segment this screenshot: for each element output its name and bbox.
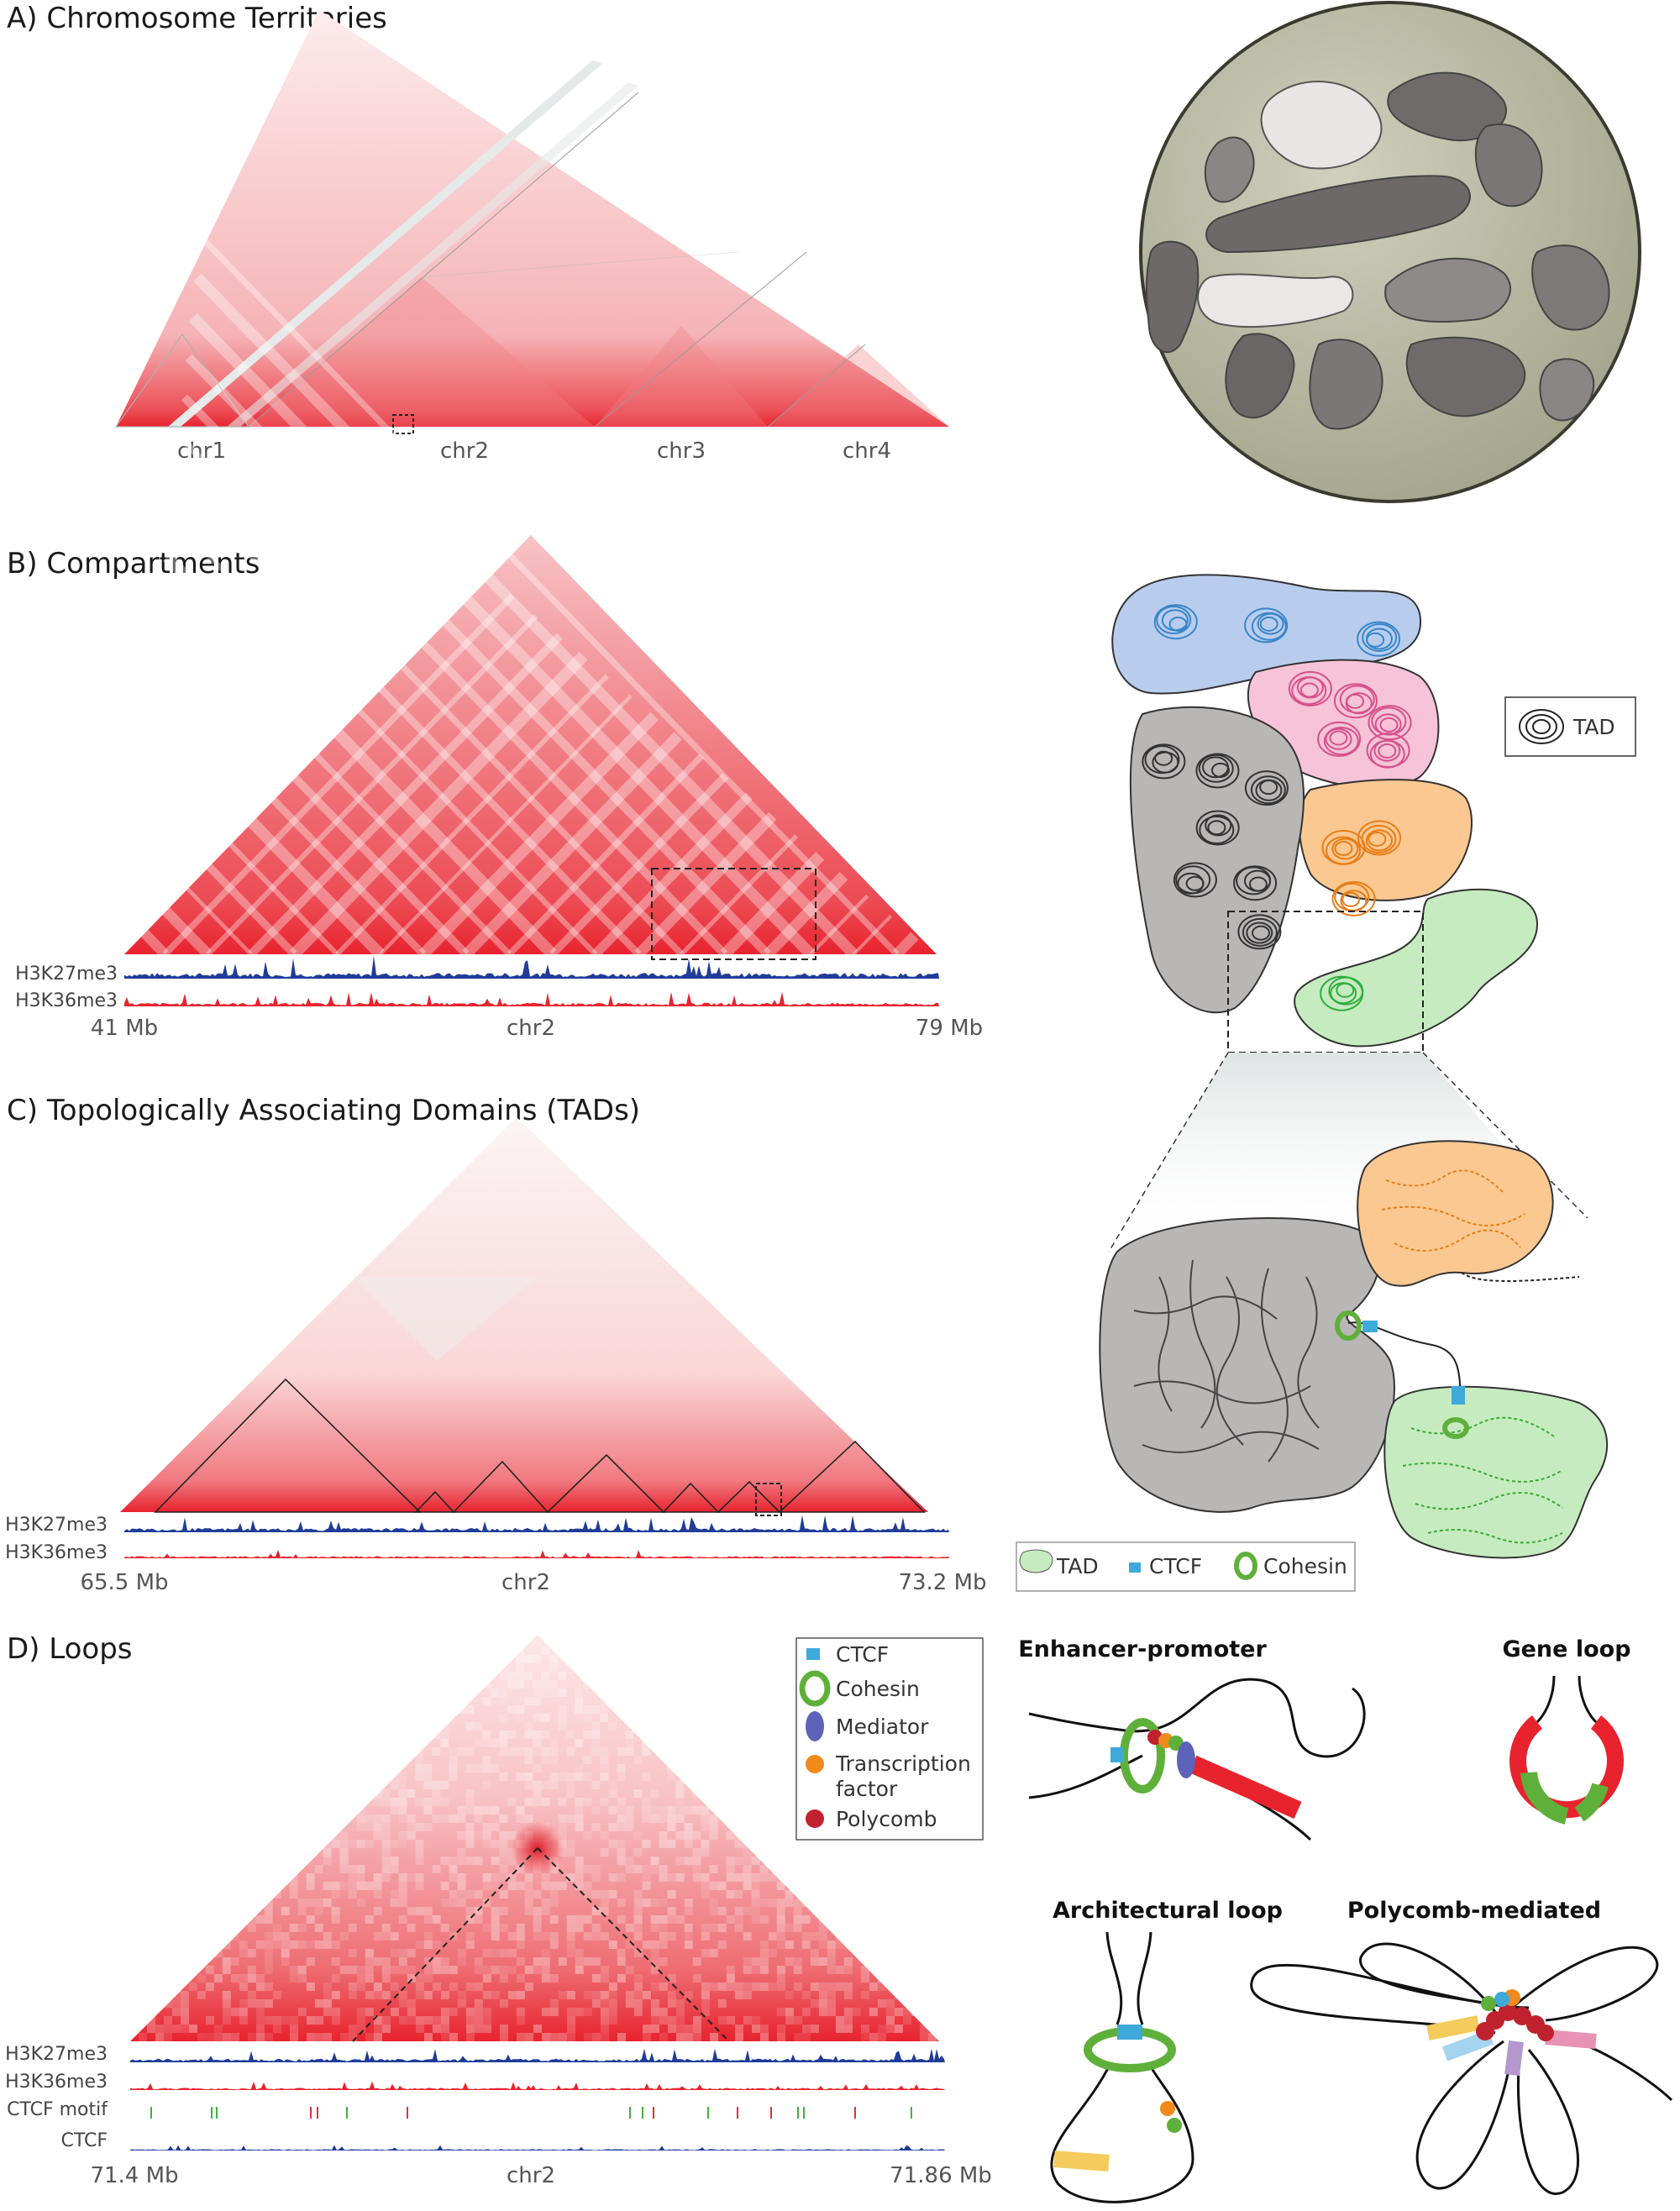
architectural-loop-diagram (1050, 1931, 1194, 2203)
tad-scribble (1237, 914, 1282, 950)
polycomb-loop-diagram (1250, 1942, 1673, 2195)
c-legend: TAD CTCF Cohesin (1016, 1541, 1356, 1592)
d-legend-tf-2: factor (836, 1777, 898, 1801)
zoom-box-b (651, 868, 816, 960)
b-track-h3k36 (124, 991, 939, 1006)
ctcf-icon (1362, 1321, 1378, 1332)
b-track-h3k27 (124, 955, 939, 979)
d-track-h3k27 (130, 2048, 945, 2062)
c-axis-end: 73.2 Mb (898, 1570, 986, 1595)
d-axis-end: 71.86 Mb (890, 2163, 992, 2188)
loop-enhancer-promoter-title: Enhancer-promoter (1018, 1636, 1267, 1662)
loop-gene-title: Gene loop (1502, 1636, 1630, 1662)
d-axis-start: 71.4 Mb (90, 2163, 178, 2188)
tad-scribble (1368, 705, 1412, 741)
panel-b: B) Compartments H3K27me3 H3K36me3 41 Mb … (7, 235, 1636, 1053)
d-track-label-h3k36: H3K36me3 (5, 2072, 108, 2093)
b-track-label-h3k36: H3K36me3 (15, 990, 118, 1011)
c-legend-ctcf: CTCF (1149, 1554, 1202, 1578)
c-axis-chrom: chr2 (501, 1570, 550, 1595)
mediator-legend-icon (806, 1711, 824, 1741)
panel-b-title: B) Compartments (7, 547, 260, 580)
chr4-label: chr4 (843, 439, 891, 464)
d-legend-tf: Transcription (835, 1751, 971, 1776)
d-track-label-ctcf-motif: CTCF motif (7, 2099, 108, 2120)
tad-scribble (1317, 721, 1362, 757)
panel-d-title: D) Loops (7, 1632, 133, 1666)
tad-scribble (1357, 820, 1402, 856)
tad-scribble (1333, 683, 1378, 719)
tad-scribble (1320, 975, 1364, 1011)
loop-architectural-title: Architectural loop (1053, 1898, 1283, 1924)
tad-legend-label: TAD (1572, 715, 1615, 739)
ctcf-legend-icon (806, 1648, 820, 1660)
tad-scribble (1357, 621, 1401, 657)
tad-scribble (1233, 865, 1278, 901)
c-legend-tad: TAD (1056, 1554, 1099, 1578)
chr3-label: chr3 (657, 439, 706, 464)
tad-scribble (1173, 862, 1217, 898)
c-track-h3k36 (124, 1549, 949, 1558)
compartment-illustration: TAD (1111, 574, 1636, 1053)
polycomb-legend-icon (806, 1809, 824, 1828)
d-legend-polycomb: Polycomb (836, 1807, 937, 1831)
b-track-label-h3k27: H3K27me3 (15, 964, 118, 985)
ctcf-swatch-icon (1129, 1562, 1141, 1573)
tad-illustration (1099, 1140, 1608, 1559)
zoom-box-c (755, 1483, 782, 1516)
panel-c-title: C) Topologically Associating Domains (TA… (7, 1094, 640, 1127)
panel-d: D) Loops CTCF Cohesin Mediator Transcrip… (5, 1632, 1673, 2203)
d-track-label-h3k27: H3K27me3 (5, 2044, 108, 2065)
c-track-label-h3k36: H3K36me3 (5, 1542, 108, 1563)
tad-legend-box (1504, 696, 1636, 757)
tad-scribble (1244, 607, 1289, 643)
tad-scribble (1195, 810, 1240, 846)
panel-d-heatmap (130, 1635, 945, 2042)
tad-scribble (1288, 670, 1332, 706)
tad-scribble (1244, 770, 1289, 806)
d-legend-cohesin: Cohesin (836, 1677, 920, 1701)
c-axis-start: 65.5 Mb (80, 1570, 168, 1595)
b-axis-start: 41 Mb (91, 1016, 158, 1041)
panel-a-heatmap (114, 10, 949, 434)
cohesin-swatch-icon (1234, 1552, 1257, 1580)
enhancer-promoter-diagram (1028, 1678, 1366, 1841)
tad-scribble (1153, 604, 1198, 640)
chr2-label: chr2 (440, 439, 489, 464)
cohesin-legend-icon (799, 1670, 831, 1707)
d-legend-ctcf: CTCF (836, 1642, 889, 1667)
loop-polycomb-title: Polycomb-mediated (1347, 1898, 1601, 1924)
panel-a: A) Chromosome Territories chr1 chr2 chr3… (7, 1, 1641, 503)
chr1-label: chr1 (177, 439, 226, 464)
d-legend-mediator: Mediator (836, 1715, 929, 1739)
nucleus-illustration (1139, 1, 1641, 503)
tad-swatch (1019, 1549, 1053, 1573)
d-track-label-ctcf: CTCF (60, 2130, 108, 2151)
tad-legend-icon (1519, 709, 1564, 744)
d-track-h3k36 (130, 2081, 945, 2090)
gene-loop-diagram (1509, 1675, 1624, 1825)
panel-b-heatmap (124, 235, 937, 960)
b-axis-end: 79 Mb (916, 1016, 983, 1041)
c-track-label-h3k27: H3K27me3 (5, 1515, 108, 1536)
panel-c-heatmap (120, 1117, 928, 1516)
d-track-ctcf-motif (150, 2107, 912, 2119)
c-legend-cohesin: Cohesin (1263, 1554, 1347, 1578)
tad-scribble (1195, 753, 1240, 789)
tad-scribble (1366, 733, 1410, 769)
panel-c: C) Topologically Associating Domains (TA… (5, 1094, 1608, 1595)
d-track-ctcf (130, 2145, 945, 2151)
d-legend: CTCF Cohesin Mediator Transcription fact… (795, 1637, 984, 1841)
c-track-h3k27 (124, 1515, 949, 1532)
zoom-box-a (392, 414, 414, 434)
cohesin-ring-icon (1335, 1310, 1362, 1341)
tf-legend-icon (806, 1755, 824, 1773)
d-axis-chrom: chr2 (507, 2163, 555, 2188)
tad-scribble (1142, 743, 1186, 780)
tad-scribble (1321, 829, 1366, 865)
b-axis-chrom: chr2 (507, 1016, 555, 1041)
